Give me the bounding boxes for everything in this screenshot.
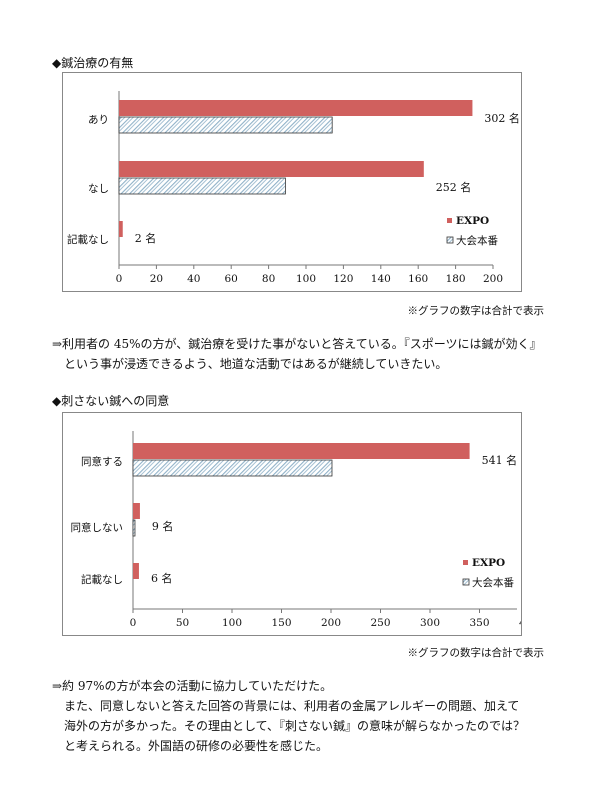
x-tick-label: 60 <box>225 273 238 285</box>
x-tick-label: 350 <box>469 617 489 629</box>
chart-note-1: ※グラフの数字は合計で表示 <box>407 305 545 317</box>
paragraph-1-line-2: という事が浸透できるよう、地道な活動ではあるが継続していきたい。 <box>64 357 448 371</box>
x-tick-label: 400 <box>519 617 521 629</box>
legend-label-tournament: 大会本番 <box>472 576 514 589</box>
data-label: 2 名 <box>135 231 157 245</box>
chart-acupuncture-experience: 0 20 40 60 80 100 120 140 160 180 200 あり 302 名なし 252 … <box>62 72 522 292</box>
x-tick-label: 80 <box>262 273 275 285</box>
bar-expo <box>133 563 139 579</box>
section-heading-acupuncture: ◆鍼治療の有無 <box>52 56 134 70</box>
paragraph-2: ⇒約 97%の方が本会の活動に協力していただけた。また、同意しないと答えた回答の… <box>52 676 525 756</box>
x-tick-label: 50 <box>176 617 189 629</box>
paragraph-2-line-3: 海外の方が多かった。その理由として、『刺さない鍼』の意味が解らなかったのでは？ <box>64 719 526 733</box>
x-tick-label: 100 <box>296 273 316 285</box>
x-tick-label: 0 <box>130 617 137 629</box>
bar-expo <box>119 161 424 177</box>
category-label: 同意しない <box>71 521 124 534</box>
section-heading-nonpenetrating: ◆刺さない鍼への同意 <box>52 394 170 408</box>
x-tick-label: 160 <box>408 273 428 285</box>
category-label: 同意する <box>81 455 123 468</box>
x-tick-label: 250 <box>370 617 390 629</box>
data-label: 252 名 <box>436 180 472 194</box>
paragraph-2-line-1: ⇒約 97%の方が本会の活動に協力していただけた。 <box>52 679 333 693</box>
data-label: 6 名 <box>151 571 173 585</box>
paragraph-1: ⇒利用者の 45%の方が、鍼治療を受けた事がないと答えている。『スポーツには鍼が… <box>52 334 541 374</box>
x-tick-label: 300 <box>420 617 440 629</box>
x-tick-label: 140 <box>371 273 391 285</box>
x-tick-label: 0 <box>116 273 123 285</box>
legend-swatch-expo <box>463 560 468 565</box>
x-tick-label: 200 <box>321 617 341 629</box>
x-tick-label: 200 <box>483 273 503 285</box>
category-label: なし <box>88 183 109 195</box>
category-label: あり <box>88 114 109 126</box>
paragraph-1-line-1: ⇒利用者の 45%の方が、鍼治療を受けた事がないと答えている。『スポーツには鍼が… <box>52 337 542 351</box>
x-tick-label: 40 <box>187 273 200 285</box>
x-tick-label: 20 <box>150 273 163 285</box>
legend-label-expo: EXPO <box>472 557 505 569</box>
bar-tournament <box>132 459 333 477</box>
data-label: 302 名 <box>484 111 520 125</box>
legend-swatch-expo <box>447 218 452 223</box>
legend-swatch-tournament <box>446 236 454 244</box>
bar-expo <box>133 443 470 459</box>
bar-expo <box>119 221 123 237</box>
bar-expo <box>133 503 140 519</box>
chart-svg: 0 20 40 60 80 100 120 140 160 180 200 あり 302 名なし 252 … <box>67 91 520 285</box>
paragraph-2-line-2: また、同意しないと答えた回答の背景には、利用者の金属アレルギーの問題、加えて <box>64 699 520 713</box>
category-label: 記載なし <box>67 233 109 246</box>
category-label: 記載なし <box>81 573 123 586</box>
x-tick-label: 120 <box>333 273 353 285</box>
x-tick-label: 180 <box>446 273 466 285</box>
data-label: 9 名 <box>152 519 174 533</box>
data-label: 541 名 <box>482 453 517 467</box>
legend-label-tournament: 大会本番 <box>456 234 498 247</box>
legend-swatch-tournament <box>462 578 470 586</box>
x-tick-label: 100 <box>222 617 242 629</box>
bar-expo <box>119 100 473 116</box>
bar-tournament <box>118 177 286 195</box>
legend-label-expo: EXPO <box>456 215 489 227</box>
chart-note-2: ※グラフの数字は合計で表示 <box>407 647 545 659</box>
paragraph-2-line-4: と考えられる。外国語の研修の必要性を感じた。 <box>64 739 329 753</box>
x-tick-label: 150 <box>271 617 291 629</box>
bar-tournament <box>118 116 333 134</box>
bar-tournament <box>132 519 136 537</box>
